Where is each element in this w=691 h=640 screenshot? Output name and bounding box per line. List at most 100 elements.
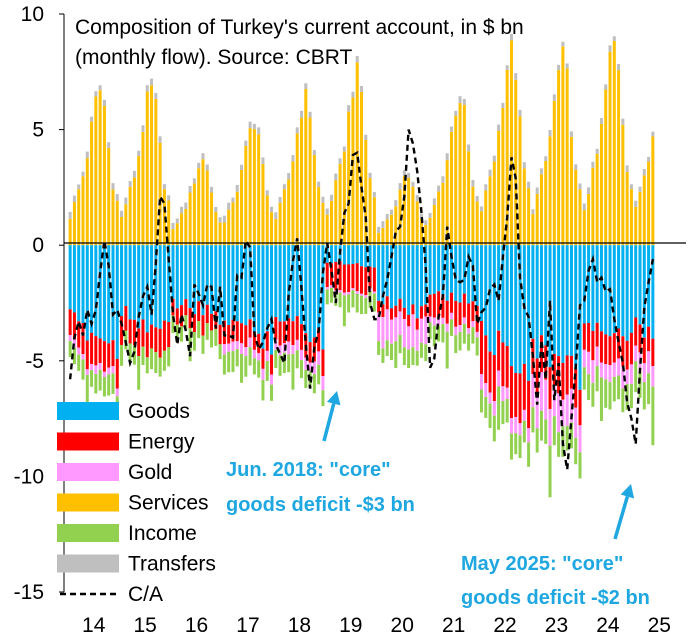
bar-income-106 [522,420,526,443]
bar-goods-104 [514,245,518,373]
bar-income-63 [338,292,342,308]
bar-income-132 [634,361,638,393]
bar-goods-95 [475,245,479,306]
bar-services-59 [321,202,325,246]
bar-transfers-24 [171,222,175,229]
bar-transfers-62 [334,173,338,181]
bar-goods-120 [582,245,586,324]
bar-energy-130 [625,340,629,370]
bar-transfers-6 [94,91,98,97]
legend: Goods Energy Gold Services Income Transfers C/… [57,400,216,606]
bar-goods-29 [192,245,196,315]
bar-goods-28 [188,245,192,309]
bar-gold-55 [304,357,308,370]
bar-goods-80 [411,245,415,305]
bar-transfers-45 [261,157,265,164]
bar-transfers-111 [544,156,548,162]
bar-transfers-43 [252,123,256,130]
legend-label-income: Income [128,522,197,545]
bar-goods-98 [488,245,492,352]
bar-income-126 [608,382,612,410]
bar-transfers-100 [497,124,501,131]
bar-energy-123 [595,322,599,347]
bar-services-130 [625,171,629,246]
bar-services-65 [347,111,351,246]
bar-transfers-4 [85,151,89,159]
bar-services-49 [278,202,282,246]
bar-goods-30 [197,245,201,302]
bar-goods-43 [252,245,256,332]
bar-gold-86 [437,317,441,326]
bar-services-100 [497,130,501,246]
bar-gold-9 [107,367,111,375]
bar-goods-39 [235,245,239,322]
bar-transfers-22 [162,184,166,190]
bar-transfers-5 [90,116,94,122]
bar-transfers-63 [338,158,342,164]
bar-gold-109 [535,392,539,429]
bar-energy-15 [132,319,136,346]
bar-services-83 [424,224,428,246]
bar-services-18 [145,91,149,246]
bar-income-81 [415,350,419,366]
bar-energy-92 [462,293,466,318]
bar-transfers-41 [244,140,248,146]
bar-goods-32 [205,245,209,305]
bar-services-96 [479,211,483,246]
bar-energy-47 [270,354,274,375]
bar-goods-37 [227,245,231,326]
bar-energy-31 [201,315,205,336]
bar-services-6 [94,96,98,246]
bar-services-36 [222,222,226,246]
bar-services-128 [617,70,621,246]
bar-transfers-14 [128,181,132,187]
bar-goods-14 [128,245,132,320]
bar-transfers-27 [184,202,188,210]
bar-transfers-48 [274,212,278,220]
bar-goods-71 [372,245,376,268]
bar-energy-21 [158,328,162,358]
bar-energy-91 [458,302,462,326]
bar-services-64 [342,151,346,246]
bar-gold-4 [85,369,89,375]
bar-services-135 [647,161,651,246]
bar-gold-11 [115,388,119,397]
bar-gold-44 [257,352,261,361]
bar-services-23 [167,200,171,246]
bar-services-103 [509,40,513,246]
bar-income-24 [171,315,175,333]
bar-income-65 [347,294,351,313]
bar-transfers-19 [150,78,154,86]
bar-energy-33 [210,313,214,331]
bar-transfers-16 [137,150,141,157]
bar-goods-99 [492,245,496,356]
bar-services-120 [582,210,586,246]
bar-transfers-31 [201,153,205,160]
bar-services-26 [180,213,184,246]
bar-gold-105 [518,423,522,436]
bar-gold-126 [608,365,612,383]
bar-gold-129 [621,366,625,389]
bar-energy-102 [505,346,509,388]
bar-transfers-92 [462,98,466,105]
bar-income-95 [475,337,479,356]
bar-income-50 [282,352,286,374]
bar-income-35 [218,344,222,360]
bar-transfers-1 [72,195,76,203]
bar-energy-20 [154,327,158,353]
bar-energy-23 [167,322,171,348]
bar-income-43 [252,358,256,375]
bar-energy-1 [72,312,76,340]
bar-transfers-99 [492,155,496,162]
bar-services-33 [210,192,214,246]
bar-income-37 [227,351,231,373]
bar-transfers-23 [167,195,171,201]
bar-goods-86 [437,245,441,292]
bar-income-93 [467,333,471,351]
bar-gold-135 [647,351,651,374]
bar-income-123 [595,366,599,392]
bar-transfers-114 [557,64,561,71]
bar-goods-31 [201,245,205,316]
bar-services-109 [535,193,539,246]
bar-transfers-96 [479,206,483,212]
